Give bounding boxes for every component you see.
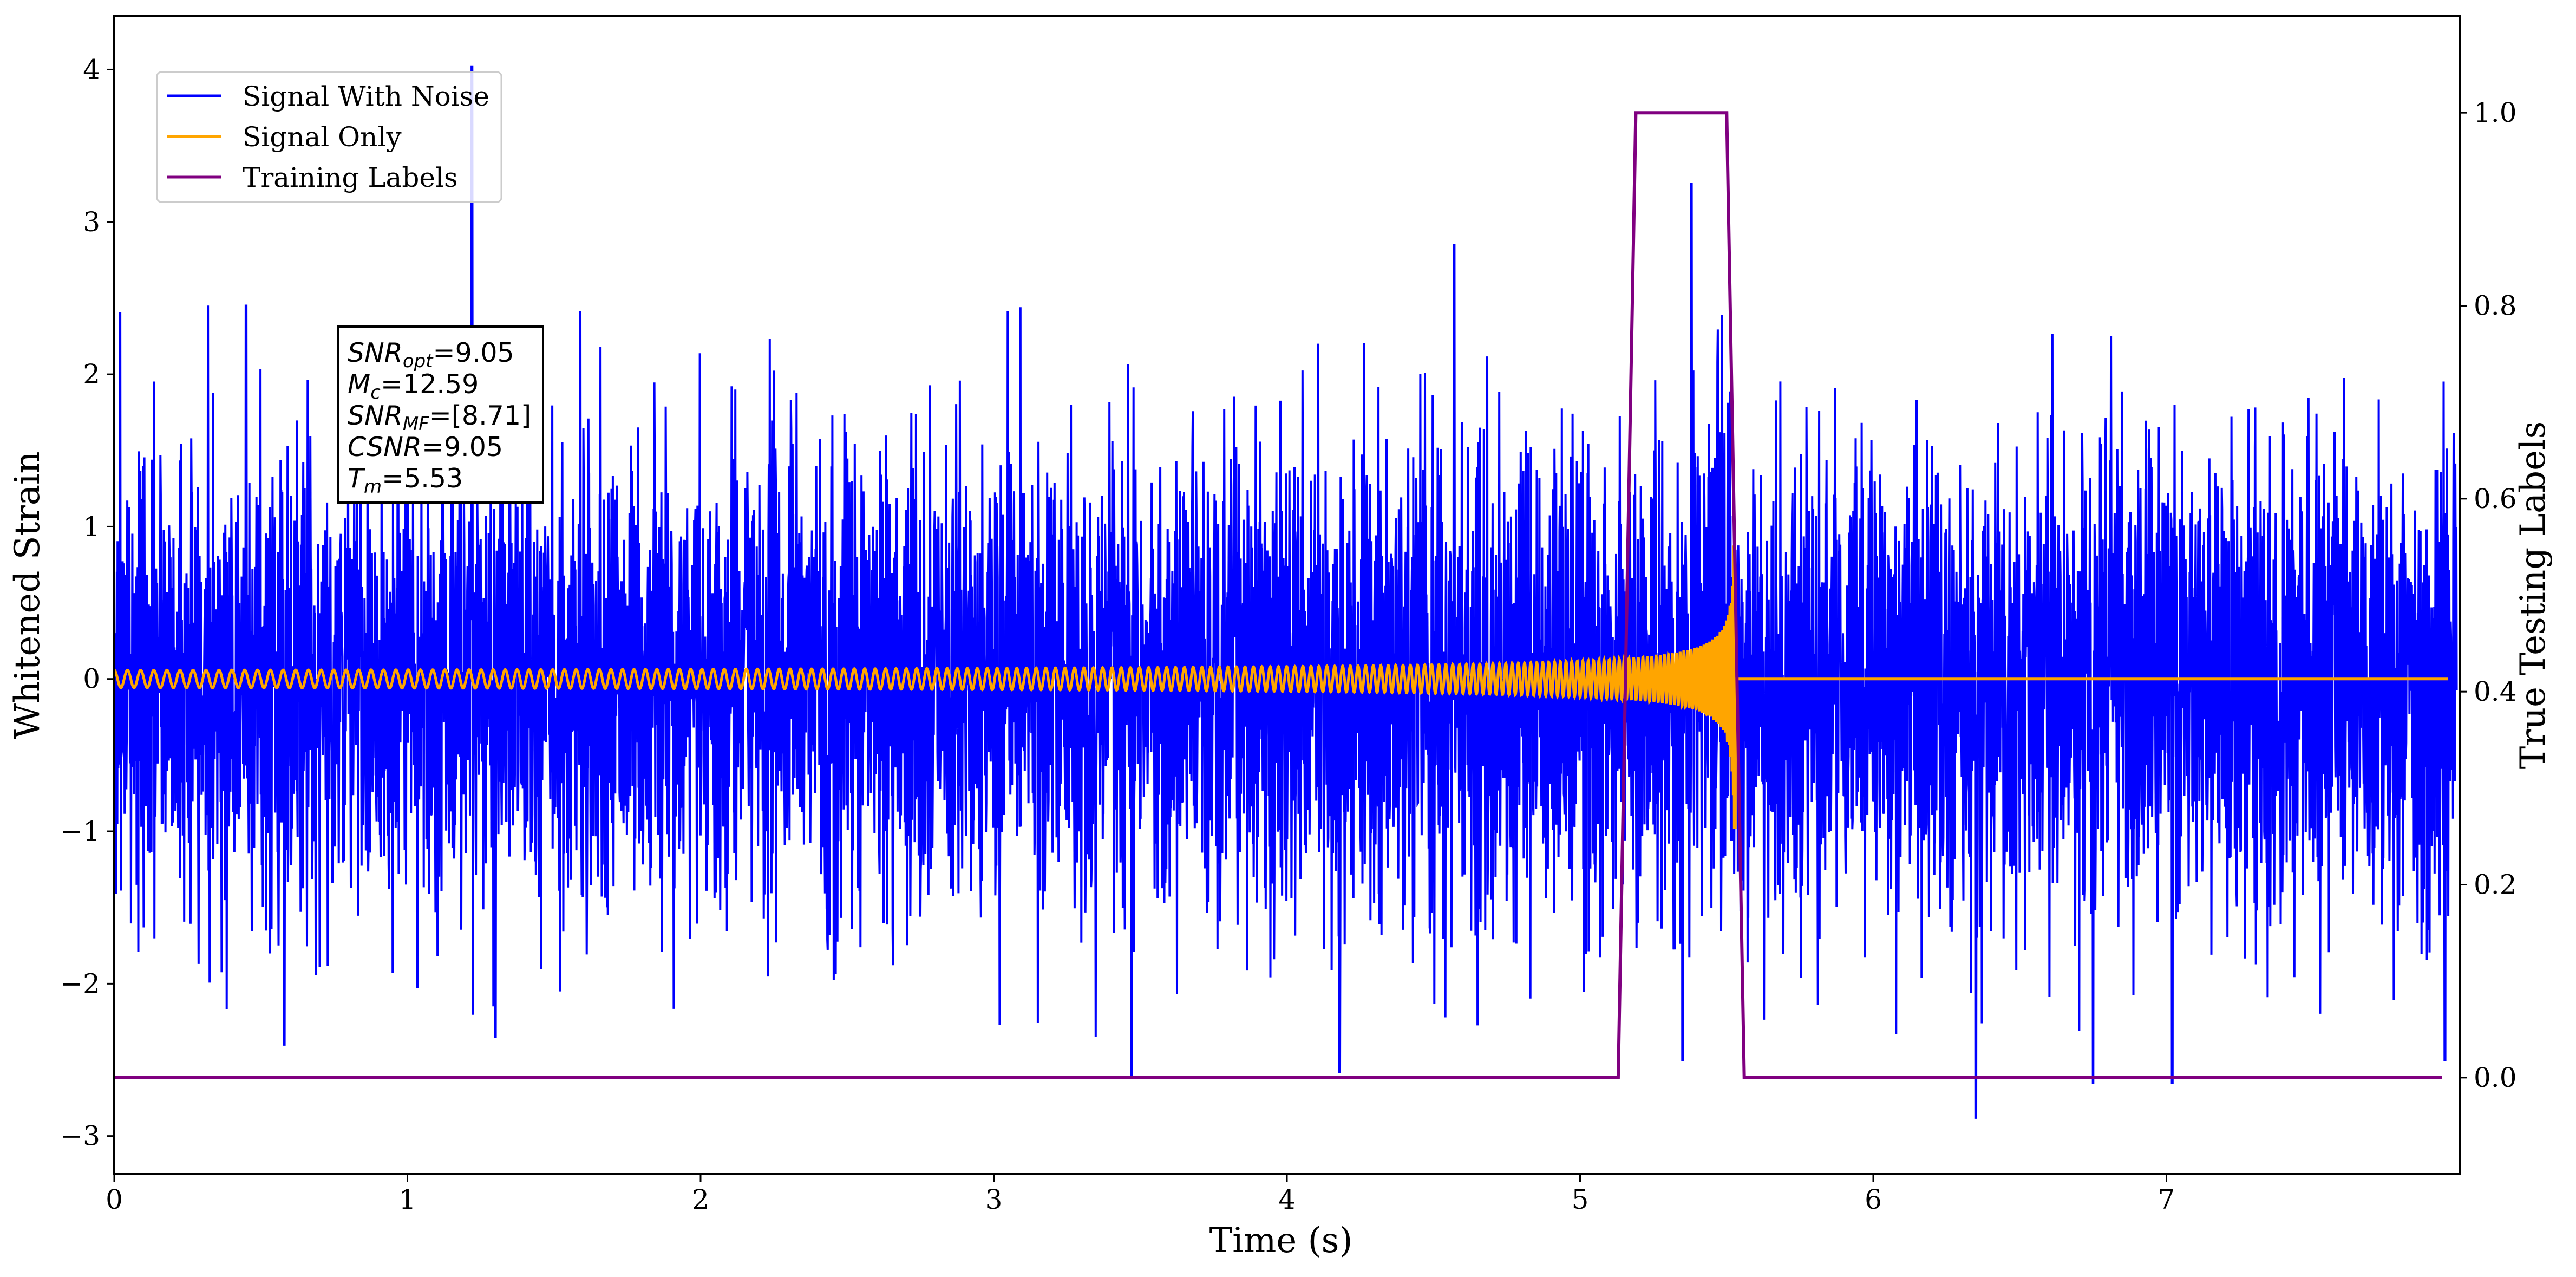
y-tick-label: 1 — [83, 511, 100, 542]
x-tick-label: 2 — [692, 1184, 709, 1215]
legend-entry-training-labels: Training Labels — [243, 162, 458, 193]
y2-tick-label: 0.8 — [2474, 290, 2517, 322]
x-axis: 0 1 2 3 4 5 6 7 — [106, 1174, 2175, 1215]
x-tick-label: 0 — [106, 1184, 123, 1215]
y2-axis-label: True Testing Labels — [2513, 421, 2553, 770]
x-tick-label: 1 — [399, 1184, 416, 1215]
y-tick-label: 2 — [83, 359, 100, 390]
x-tick-label: 7 — [2158, 1184, 2175, 1215]
stats-annotation: SNRopt=9.05Mc=12.59SNRMF=[8.71]CSNR=9.05… — [337, 325, 544, 504]
y2-tick-label: 0.0 — [2474, 1062, 2517, 1093]
series-line-signal-with-noise — [114, 65, 2458, 1119]
y2-tick-label: 0.4 — [2474, 676, 2517, 707]
y2-tick-label: 1.0 — [2474, 97, 2517, 128]
y-axis-right: 1.0 0.8 0.6 0.4 0.2 0.0 — [2460, 97, 2517, 1093]
legend-entry-signal-only: Signal Only — [243, 121, 402, 153]
x-tick-label: 5 — [1572, 1184, 1589, 1215]
y-tick-label: −1 — [60, 816, 100, 847]
y-axis-left: 4 3 2 1 0 −1 −2 −3 — [60, 54, 114, 1152]
y2-tick-label: 0.2 — [2474, 869, 2517, 901]
x-tick-label: 6 — [1865, 1184, 1882, 1215]
stats-annotation-line: SNRMF=[8.71] — [348, 400, 531, 435]
series-line-training-labels — [114, 111, 2442, 1079]
y2-tick-label: 0.6 — [2474, 483, 2517, 514]
y-tick-label: −3 — [60, 1120, 100, 1152]
y-tick-label: 0 — [83, 663, 100, 695]
legend-box — [156, 71, 502, 203]
stats-annotation-line: Mc=12.59 — [348, 369, 479, 403]
y-tick-label: 4 — [83, 54, 100, 85]
plot-area — [114, 65, 2458, 1119]
legend: Signal With Noise Signal Only Training L… — [156, 71, 502, 203]
y-tick-label: −2 — [60, 968, 100, 999]
x-tick-label: 4 — [1278, 1184, 1296, 1215]
x-axis-label: Time (s) — [1209, 1221, 1353, 1261]
stats-annotation-line: SNRopt=9.05 — [348, 337, 514, 372]
stats-annotation-box — [337, 325, 544, 504]
y-tick-label: 3 — [83, 206, 100, 238]
stats-annotation-line: Tm=5.53 — [348, 463, 463, 498]
stats-annotation-line: CSNR=9.05 — [348, 432, 503, 462]
legend-entry-signal-with-noise: Signal With Noise — [243, 81, 489, 112]
series-line-signal-only — [114, 545, 2448, 829]
x-tick-label: 3 — [985, 1184, 1003, 1215]
y-axis-label: Whitened Strain — [8, 451, 48, 739]
